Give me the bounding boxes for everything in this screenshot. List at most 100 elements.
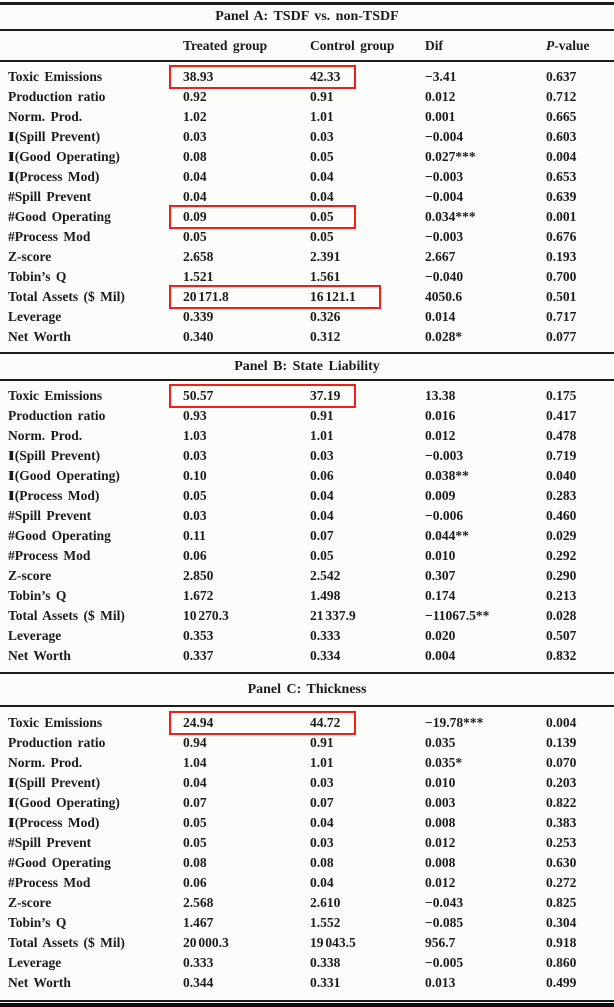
control-value: 0.04 bbox=[310, 488, 334, 503]
row-label: #Spill Prevent bbox=[8, 508, 92, 523]
control-value: 16 121.1 bbox=[310, 289, 356, 304]
row-label: Toxic Emissions bbox=[8, 388, 103, 403]
table-row: I(Spill Prevent) 0.04 0.03 0.010 0.203 bbox=[0, 773, 614, 793]
p-value: 0.717 bbox=[546, 309, 577, 324]
p-value: 0.253 bbox=[546, 835, 577, 850]
row-label: Toxic Emissions bbox=[8, 715, 103, 730]
table-row: Production ratio 0.93 0.91 0.016 0.417 bbox=[0, 406, 614, 426]
p-value: 0.001 bbox=[546, 209, 577, 224]
row-label: #Good Operating bbox=[8, 855, 111, 870]
dif-value: 0.020 bbox=[425, 628, 456, 643]
table-row: Production ratio 0.92 0.91 0.012 0.712 bbox=[0, 87, 614, 107]
control-value: 0.91 bbox=[310, 735, 334, 750]
table-row: I(Spill Prevent) 0.03 0.03 −0.004 0.603 bbox=[0, 127, 614, 147]
row-label: Total Assets ($ Mil) bbox=[8, 935, 125, 950]
dif-value: 0.012 bbox=[425, 875, 456, 890]
treated-value: 0.333 bbox=[183, 955, 214, 970]
dif-value: 0.013 bbox=[425, 975, 456, 990]
table-row: I(Process Mod) 0.05 0.04 0.009 0.283 bbox=[0, 486, 614, 506]
control-value: 0.03 bbox=[310, 775, 334, 790]
treated-value: 0.04 bbox=[183, 169, 207, 184]
dif-value: −0.003 bbox=[425, 169, 464, 184]
row-label: Net Worth bbox=[8, 975, 71, 990]
row-label: Z-score bbox=[8, 249, 52, 264]
horizontal-rule bbox=[0, 1000, 614, 1002]
treated-value: 0.04 bbox=[183, 189, 207, 204]
treated-value: 0.05 bbox=[183, 229, 207, 244]
indicator-function-symbol: I bbox=[8, 793, 15, 813]
panel-b-rows: Toxic Emissions 50.57 37.19 13.38 0.175 … bbox=[0, 381, 614, 672]
row-label: Tobin’s Q bbox=[8, 588, 67, 603]
treated-value: 1.02 bbox=[183, 109, 207, 124]
treated-value: 0.05 bbox=[183, 488, 207, 503]
p-value: 0.283 bbox=[546, 488, 577, 503]
table-row: I(Good Operating) 0.07 0.07 0.003 0.822 bbox=[0, 793, 614, 813]
indicator-function-symbol: I bbox=[8, 466, 15, 486]
panel-c-title: Panel C: Thickness bbox=[247, 681, 367, 697]
dif-value: 0.014 bbox=[425, 309, 456, 324]
treated-value: 0.08 bbox=[183, 149, 207, 164]
dif-value: −11067.5** bbox=[425, 608, 490, 623]
treated-value: 2.850 bbox=[183, 568, 214, 583]
treated-value: 1.03 bbox=[183, 428, 207, 443]
table-row: Leverage 0.333 0.338 −0.005 0.860 bbox=[0, 953, 614, 973]
table-row: #Process Mod 0.06 0.04 0.012 0.272 bbox=[0, 873, 614, 893]
treated-value: 0.11 bbox=[183, 528, 206, 543]
control-value: 0.07 bbox=[310, 795, 334, 810]
treated-value: 0.340 bbox=[183, 329, 214, 344]
horizontal-rule bbox=[0, 379, 614, 381]
dif-value: −0.040 bbox=[425, 269, 464, 284]
dif-value: −0.003 bbox=[425, 448, 464, 463]
dif-value: 0.307 bbox=[425, 568, 456, 583]
dif-value: 13.38 bbox=[425, 388, 456, 403]
dif-value: 0.012 bbox=[425, 835, 456, 850]
control-value: 1.498 bbox=[310, 588, 341, 603]
treated-value: 38.93 bbox=[183, 69, 214, 84]
control-value: 0.05 bbox=[310, 149, 334, 164]
dif-value: 4050.6 bbox=[425, 289, 463, 304]
control-value: 1.552 bbox=[310, 915, 341, 930]
p-value: 0.507 bbox=[546, 628, 577, 643]
p-value: 0.383 bbox=[546, 815, 577, 830]
table-row: Tobin’s Q 1.467 1.552 −0.085 0.304 bbox=[0, 913, 614, 933]
bottom-border-bar bbox=[0, 1003, 614, 1007]
dif-value: 0.028* bbox=[425, 329, 463, 344]
dif-value: −3.41 bbox=[425, 69, 457, 84]
indicator-function-symbol: I bbox=[8, 127, 15, 147]
control-value: 0.07 bbox=[310, 528, 334, 543]
control-value: 0.04 bbox=[310, 169, 334, 184]
row-label: I(Process Mod) bbox=[0, 167, 183, 187]
dif-value: 0.012 bbox=[425, 428, 456, 443]
p-value: 0.028 bbox=[546, 608, 577, 623]
treated-value: 0.03 bbox=[183, 448, 207, 463]
row-label: Total Assets ($ Mil) bbox=[8, 289, 125, 304]
table-row: I(Process Mod) 0.04 0.04 −0.003 0.653 bbox=[0, 167, 614, 187]
table-row: #Spill Prevent 0.05 0.03 0.012 0.253 bbox=[0, 833, 614, 853]
row-label: Leverage bbox=[8, 628, 62, 643]
p-value: 0.213 bbox=[546, 588, 577, 603]
dif-value: 956.7 bbox=[425, 935, 456, 950]
indicator-function-symbol: I bbox=[8, 813, 15, 833]
dif-value: −0.006 bbox=[425, 508, 464, 523]
p-value: 0.700 bbox=[546, 269, 577, 284]
table-row: Total Assets ($ Mil) 20 000.3 19 043.5 9… bbox=[0, 933, 614, 953]
row-label: #Process Mod bbox=[8, 548, 91, 563]
row-label: Production ratio bbox=[8, 89, 106, 104]
control-value: 0.06 bbox=[310, 468, 334, 483]
control-value: 0.312 bbox=[310, 329, 341, 344]
row-label: Z-score bbox=[8, 895, 52, 910]
indicator-function-symbol: I bbox=[8, 773, 15, 793]
p-value: 0.139 bbox=[546, 735, 577, 750]
p-value: 0.653 bbox=[546, 169, 577, 184]
p-value: 0.004 bbox=[546, 715, 577, 730]
treated-value: 0.06 bbox=[183, 875, 207, 890]
row-label: Leverage bbox=[8, 955, 62, 970]
p-value: 0.832 bbox=[546, 648, 577, 663]
p-value: 0.175 bbox=[546, 388, 577, 403]
treated-value: 0.08 bbox=[183, 855, 207, 870]
p-value: 0.603 bbox=[546, 129, 577, 144]
control-value: 0.91 bbox=[310, 89, 334, 104]
p-value: 0.637 bbox=[546, 69, 577, 84]
p-value: 0.272 bbox=[546, 875, 577, 890]
dif-value: −0.005 bbox=[425, 955, 464, 970]
